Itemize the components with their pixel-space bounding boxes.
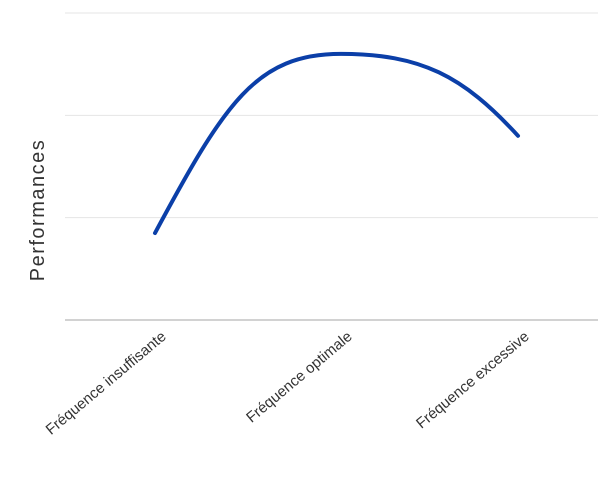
grid-lines bbox=[65, 12, 598, 321]
y-axis-label: Performances bbox=[27, 139, 49, 282]
x-tick-label: Fréquence excessive bbox=[413, 328, 533, 432]
x-axis-tick-labels: Fréquence insuffisante Fréquence optimale… bbox=[43, 328, 533, 438]
performance-curve bbox=[153, 51, 520, 236]
x-tick-label: Fréquence insuffisante bbox=[43, 328, 170, 438]
x-tick-label: Fréquence optimale bbox=[243, 328, 355, 426]
